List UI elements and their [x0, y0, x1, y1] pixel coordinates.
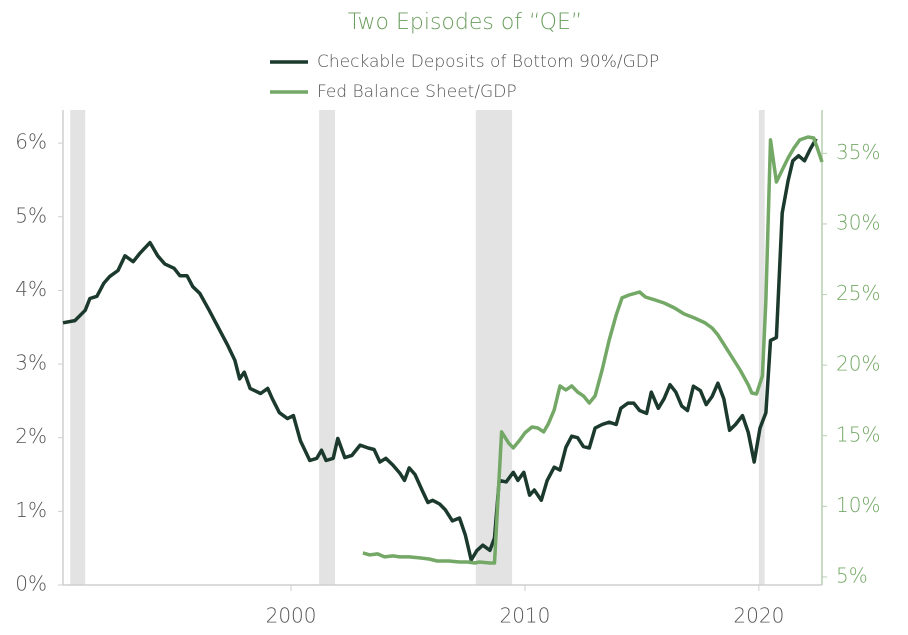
y2-tick-label: 35% — [836, 140, 880, 164]
legend-label: Fed Balance Sheet/GDP — [317, 82, 517, 102]
shaded-period — [758, 110, 765, 585]
y-tick-label: 4% — [15, 277, 47, 301]
shaded-period — [319, 110, 336, 585]
y-tick-label: 5% — [15, 203, 47, 227]
y2-tick-label: 25% — [836, 281, 880, 305]
x-tick-label: 2020 — [733, 604, 784, 628]
y2-tick-label: 30% — [836, 210, 880, 234]
y-tick-label: 2% — [15, 424, 47, 448]
series-line — [362, 135, 824, 565]
legend-label: Checkable Deposits of Bottom 90%/GDP — [317, 52, 659, 72]
y-tick-label: 1% — [15, 498, 47, 522]
series-line — [62, 137, 818, 562]
y-tick-label: 3% — [15, 351, 47, 375]
y2-tick-label: 5% — [836, 563, 868, 587]
y2-tick-label: 15% — [836, 422, 880, 446]
y-tick-label: 0% — [15, 572, 47, 596]
y2-tick-label: 20% — [836, 352, 880, 376]
x-tick-label: 2000 — [266, 604, 317, 628]
y-tick-label: 6% — [15, 130, 47, 154]
shaded-period — [70, 110, 86, 585]
chart-title: Two Episodes of “QE” — [348, 10, 583, 35]
x-tick-label: 2010 — [499, 604, 550, 628]
y2-tick-label: 10% — [836, 493, 880, 517]
shaded-period — [475, 110, 513, 585]
